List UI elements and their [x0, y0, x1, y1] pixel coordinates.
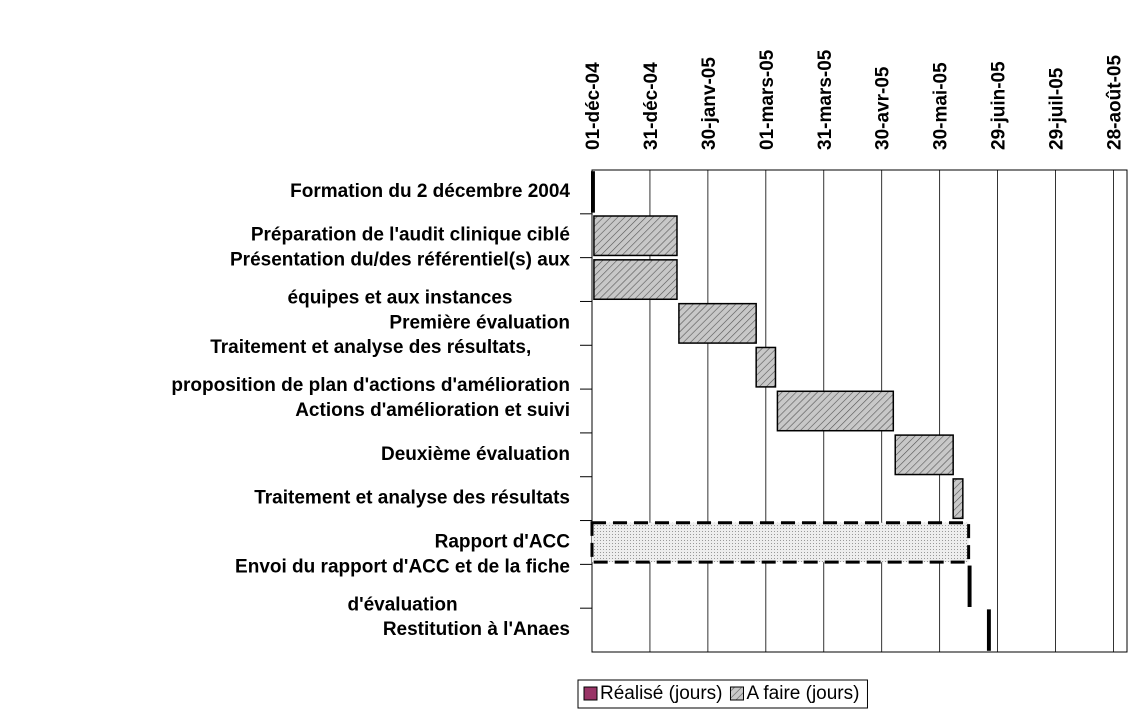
legend: Réalisé (jours) A faire (jours) [577, 679, 868, 709]
x-tick-label: 31-déc-04 [641, 62, 662, 150]
x-tick-label: 28-août-05 [1104, 55, 1125, 150]
bar [593, 215, 678, 257]
bar [591, 171, 595, 213]
legend-label: A faire (jours) [746, 683, 859, 704]
category-label: Restitution à l'Anaes [383, 619, 570, 640]
category-label: Rapport d'ACC [435, 531, 571, 552]
x-tick-label: 01-déc-04 [583, 62, 604, 150]
category-label: Actions d'amélioration et suivi [295, 400, 570, 421]
x-tick-label: 29-juin-05 [989, 61, 1010, 150]
category-label: Traitement et analyse des résultats, prop… [171, 337, 570, 396]
bar [986, 609, 991, 651]
bar [755, 346, 777, 388]
bar [593, 259, 678, 301]
x-tick-label: 30-mai-05 [931, 62, 952, 150]
legend-swatch [729, 686, 744, 701]
category-label: Deuxième évaluation [381, 444, 570, 465]
legend-swatch [583, 686, 598, 701]
bar [776, 390, 895, 432]
bar [590, 521, 971, 564]
category-label: Première évaluation [389, 312, 570, 333]
category-label: Envoi du rapport d'ACC et de la fiche d'é… [235, 556, 570, 615]
legend-label: Réalisé (jours) [600, 683, 722, 704]
bar [967, 565, 972, 607]
x-tick-label: 31-mars-05 [815, 49, 836, 150]
bar [952, 478, 964, 520]
bar [678, 302, 757, 344]
x-tick-label: 30-janv-05 [699, 57, 720, 150]
category-label: Traitement et analyse des résultats [254, 488, 570, 509]
x-tick-label: 01-mars-05 [757, 49, 778, 150]
plot-border [591, 169, 1128, 653]
x-tick-label: 30-avr-05 [873, 66, 894, 150]
legend-box [577, 679, 868, 709]
category-label: Présentation du/des référentiel(s) aux éq… [230, 250, 570, 309]
bar [894, 434, 954, 476]
x-tick-label: 29-juil-05 [1047, 67, 1068, 150]
category-label: Préparation de l'audit clinique ciblé [251, 225, 570, 246]
category-label: Formation du 2 décembre 2004 [290, 181, 570, 202]
